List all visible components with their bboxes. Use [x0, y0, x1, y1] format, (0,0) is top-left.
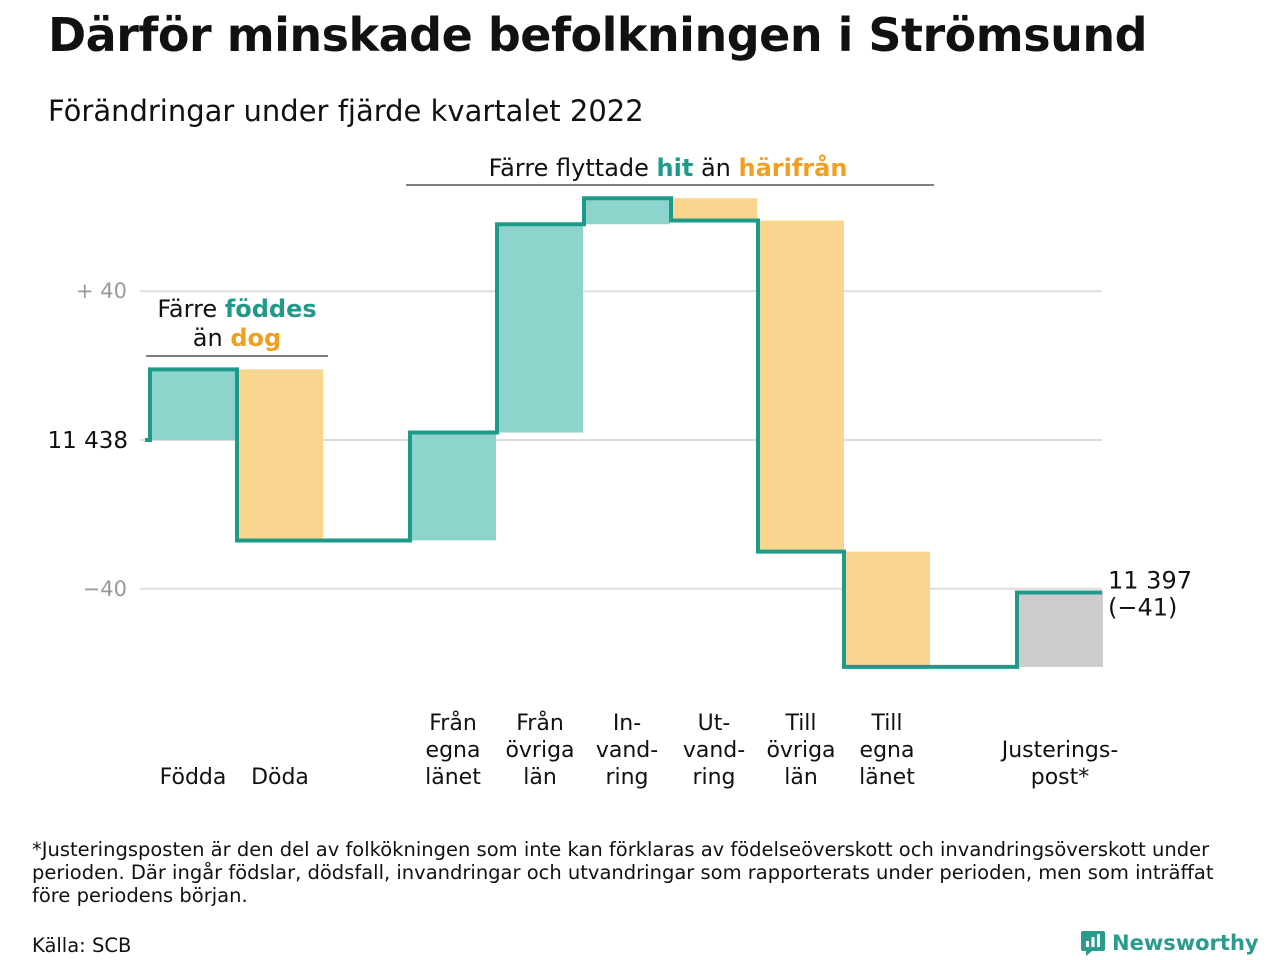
x-label-till-ovriga-lan: län: [784, 765, 818, 790]
newsworthy-logo-icon: [1081, 931, 1105, 956]
x-label-invandring: vand-: [596, 738, 658, 763]
annotation-births-line1-part: föddes: [225, 295, 317, 323]
bar-till-ovriga-lan: [758, 220, 844, 552]
annotation-births-line2-part: dog: [230, 324, 281, 352]
x-label-justeringspost: Justerings-: [1000, 738, 1119, 763]
annotation-migration-line1-part: än: [693, 154, 738, 182]
x-label-fran-egna-lanet: länet: [425, 765, 481, 790]
x-label-invandring: In-: [613, 711, 641, 736]
x-label-till-ovriga-lan: Till: [784, 711, 816, 736]
annotation-migration-line1-part: hit: [657, 154, 694, 182]
x-label-fran-ovriga-lan: Från: [516, 710, 564, 736]
chart-subtitle: Förändringar under fjärde kvartalet 2022: [48, 94, 644, 128]
chart-title: Därför minskade befolkningen i Strömsund: [48, 8, 1148, 62]
annotation-migration-line1-part: härifrån: [739, 153, 848, 182]
x-label-doda: Döda: [251, 765, 309, 790]
x-label-invandring: ring: [605, 765, 648, 790]
x-label-fran-egna-lanet: Från: [429, 710, 477, 736]
x-label-fran-ovriga-lan: övriga: [505, 738, 574, 763]
x-label-justeringspost: post*: [1031, 765, 1090, 790]
x-label-fran-egna-lanet: egna: [426, 738, 481, 763]
newsworthy-logo: Newsworthy: [1080, 928, 1259, 958]
x-label-fran-ovriga-lan: län: [523, 765, 557, 790]
bar-fran-ovriga-lan: [497, 224, 583, 433]
bar-utvandring: [671, 198, 757, 221]
x-label-utvandring: Ut-: [698, 711, 731, 736]
x-label-till-ovriga-lan: övriga: [766, 738, 835, 763]
bar-doda: [237, 369, 323, 541]
footnote: *Justeringsposten är den del av folkökni…: [32, 838, 1214, 907]
x-label-till-egna-lanet: Till: [870, 711, 902, 736]
source-note: Källa: SCB: [32, 934, 132, 957]
end-change-label: (−41): [1108, 594, 1177, 622]
annotation-births-line2: än dog: [193, 324, 281, 352]
y-tick-label: + 40: [76, 279, 127, 303]
bar-till-egna-lanet: [844, 551, 930, 667]
bar-fodda: [150, 369, 236, 440]
x-label-utvandring: vand-: [683, 738, 745, 763]
bar-invandring: [584, 198, 670, 225]
end-value-label: 11 397: [1108, 567, 1192, 595]
logo-text: Newsworthy: [1112, 931, 1259, 955]
annotation-births-line2-part: än: [193, 324, 231, 352]
annotation-births-line1-part: Färre: [157, 295, 225, 323]
y-tick-label: −40: [83, 577, 127, 601]
bar-justeringspost: [1017, 592, 1103, 667]
x-label-till-egna-lanet: länet: [859, 765, 915, 790]
x-label-till-egna-lanet: egna: [860, 738, 915, 763]
annotation-migration-line1: Färre flyttade hit än härifrån: [489, 153, 848, 182]
x-label-fodda: Födda: [160, 765, 227, 790]
start-value-label: 11 438: [48, 428, 128, 454]
annotation-migration-line1-part: Färre flyttade: [489, 154, 657, 182]
annotation-births-line1: Färre föddes: [157, 295, 316, 323]
cumulative-step-line: [145, 196, 1102, 669]
x-label-utvandring: ring: [692, 765, 735, 790]
bar-fran-egna-lanet: [410, 432, 496, 541]
